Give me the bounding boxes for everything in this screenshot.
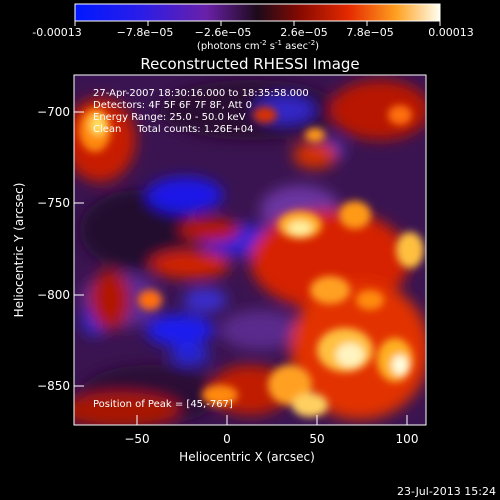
colorbar-unit-label: (photons cm-2 s-1 asec-2) bbox=[197, 39, 319, 52]
colorbar-tick-label: 0.00013 bbox=[428, 26, 474, 39]
x-tick-label: −50 bbox=[124, 432, 149, 446]
timestamp: 23-Jul-2013 15:24 bbox=[397, 485, 496, 498]
rhessi-image bbox=[74, 75, 426, 425]
colorbar-tick-label: −2.6e−05 bbox=[195, 26, 252, 39]
info-total-counts: Clean Total counts: 1.26E+04 bbox=[93, 124, 253, 135]
info-time-range: 27-Apr-2007 18:30:16.000 to 18:35:58.000 bbox=[93, 88, 309, 99]
peak-position: Position of Peak = [45,-767] bbox=[93, 399, 233, 410]
y-tick-label: −850 bbox=[37, 379, 70, 393]
x-axis-label: Heliocentric X (arcsec) bbox=[179, 450, 315, 464]
y-tick-label: −800 bbox=[37, 288, 70, 302]
colorbar bbox=[74, 3, 441, 22]
x-tick-label: 50 bbox=[309, 432, 324, 446]
colorbar-tick-label: 7.8e−05 bbox=[346, 26, 393, 39]
plot-frame bbox=[73, 74, 427, 426]
colorbar-tick-label: 2.6e−05 bbox=[280, 26, 327, 39]
x-tick-label: 0 bbox=[223, 432, 231, 446]
x-tick-label: 100 bbox=[396, 432, 419, 446]
info-detectors: Detectors: 4F 5F 6F 7F 8F, Att 0 bbox=[93, 100, 252, 111]
plot-title: Reconstructed RHESSI Image bbox=[140, 55, 359, 73]
colorbar-tick-label: −7.8e−05 bbox=[117, 26, 174, 39]
colorbar-tick-label: -0.00013 bbox=[32, 26, 81, 39]
axis-ticks bbox=[74, 111, 408, 425]
y-axis-label: Heliocentric Y (arcsec) bbox=[12, 183, 26, 318]
info-energy-range: Energy Range: 25.0 - 50.0 keV bbox=[93, 112, 246, 123]
y-tick-label: −750 bbox=[37, 196, 70, 210]
colorbar-ticks bbox=[74, 21, 441, 26]
y-tick-label: −700 bbox=[37, 105, 70, 119]
